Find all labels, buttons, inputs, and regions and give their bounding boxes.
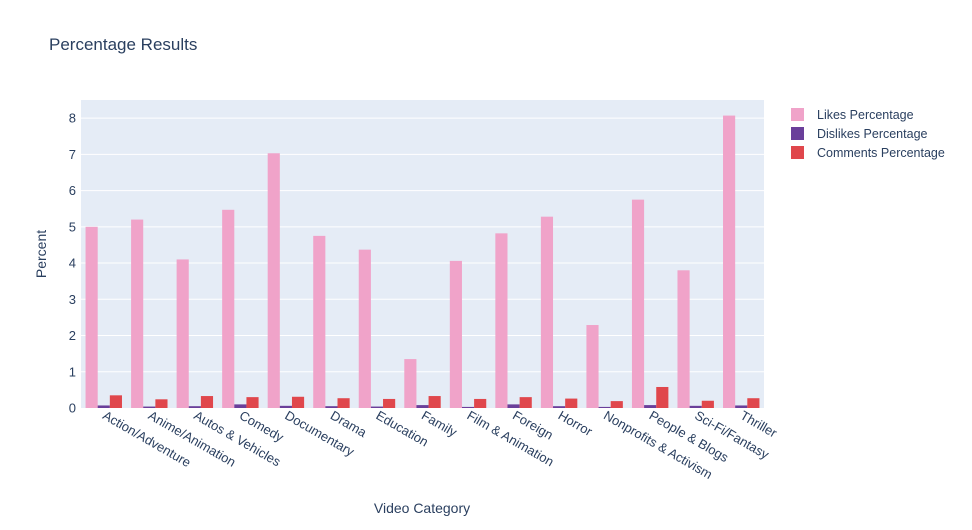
bar-likes-percentage[interactable] [449, 260, 462, 408]
bar-dislikes-percentage[interactable] [143, 406, 156, 408]
legend-swatch [791, 146, 804, 159]
bar-comments-percentage[interactable] [428, 396, 441, 408]
bar-likes-percentage[interactable] [586, 325, 599, 408]
legend-item[interactable]: Dislikes Percentage [791, 127, 928, 141]
y-tick-label: 1 [69, 364, 76, 379]
y-tick-label: 5 [69, 219, 76, 234]
bar-comments-percentage[interactable] [337, 398, 350, 408]
bar-likes-percentage[interactable] [131, 219, 144, 408]
bar-comments-percentage[interactable] [565, 398, 578, 408]
chart-title: Percentage Results [49, 35, 197, 54]
gridlines [81, 117, 764, 373]
bar-dislikes-percentage[interactable] [735, 405, 748, 408]
bar-comments-percentage[interactable] [701, 400, 714, 408]
bar-dislikes-percentage[interactable] [689, 405, 702, 408]
y-tick-label: 2 [69, 328, 76, 343]
y-axis-label: Percent [33, 230, 49, 278]
legend[interactable]: Likes Percentage Dislikes Percentage Comme… [791, 108, 945, 160]
legend-label: Comments Percentage [817, 146, 945, 160]
bar-comments-percentage[interactable] [747, 398, 760, 408]
y-tick-label: 7 [69, 147, 76, 162]
bar-dislikes-percentage[interactable] [553, 406, 566, 408]
bar-likes-percentage[interactable] [540, 216, 554, 408]
plot-area [81, 100, 764, 408]
y-tick-label: 3 [69, 292, 76, 307]
y-tick-label: 0 [69, 401, 76, 416]
bar-dislikes-percentage[interactable] [188, 406, 201, 408]
bar-dislikes-percentage[interactable] [97, 405, 110, 408]
bars [85, 115, 760, 408]
bar-dislikes-percentage[interactable] [644, 405, 657, 408]
y-tick-label: 8 [69, 111, 76, 126]
bar-comments-percentage[interactable] [155, 399, 168, 408]
legend-swatch [791, 108, 804, 121]
bar-dislikes-percentage[interactable] [325, 406, 338, 408]
y-tick-label: 6 [69, 183, 76, 198]
legend-swatch [791, 127, 804, 140]
legend-label: Dislikes Percentage [817, 127, 928, 141]
bar-comments-percentage[interactable] [383, 398, 396, 408]
bar-likes-percentage[interactable] [677, 270, 690, 408]
bar-dislikes-percentage[interactable] [416, 405, 429, 408]
bar-comments-percentage[interactable] [656, 386, 669, 408]
bar-likes-percentage[interactable] [85, 226, 98, 408]
bar-likes-percentage[interactable] [176, 259, 189, 408]
bar-comments-percentage[interactable] [109, 395, 122, 408]
bar-likes-percentage[interactable] [723, 115, 736, 408]
bar-likes-percentage[interactable] [267, 153, 280, 408]
bar-dislikes-percentage[interactable] [461, 406, 475, 408]
bar-likes-percentage[interactable] [222, 209, 235, 408]
bar-dislikes-percentage[interactable] [598, 406, 611, 408]
bar-dislikes-percentage[interactable] [507, 404, 520, 408]
bar-likes-percentage[interactable] [313, 235, 326, 408]
legend-label: Likes Percentage [817, 108, 914, 122]
bar-comments-percentage[interactable] [474, 398, 487, 408]
x-axis-label: Video Category [374, 500, 470, 516]
bar-dislikes-percentage[interactable] [279, 405, 292, 408]
y-tick-label: 4 [69, 256, 76, 271]
bar-comments-percentage[interactable] [200, 396, 214, 408]
bar-likes-percentage[interactable] [404, 359, 417, 408]
bar-dislikes-percentage[interactable] [370, 406, 384, 408]
bar-comments-percentage[interactable] [291, 396, 305, 408]
bar-comments-percentage[interactable] [610, 401, 623, 408]
legend-item[interactable]: Comments Percentage [791, 146, 945, 160]
bar-comments-percentage[interactable] [246, 397, 259, 408]
y-tick-labels: 0 1 2 3 4 5 6 7 8 [69, 111, 76, 416]
bar-comments-percentage[interactable] [519, 397, 532, 408]
bar-likes-percentage[interactable] [495, 233, 508, 408]
bar-dislikes-percentage[interactable] [234, 404, 247, 408]
bar-likes-percentage[interactable] [358, 249, 371, 408]
legend-item[interactable]: Likes Percentage [791, 108, 914, 122]
bar-likes-percentage[interactable] [631, 199, 645, 408]
